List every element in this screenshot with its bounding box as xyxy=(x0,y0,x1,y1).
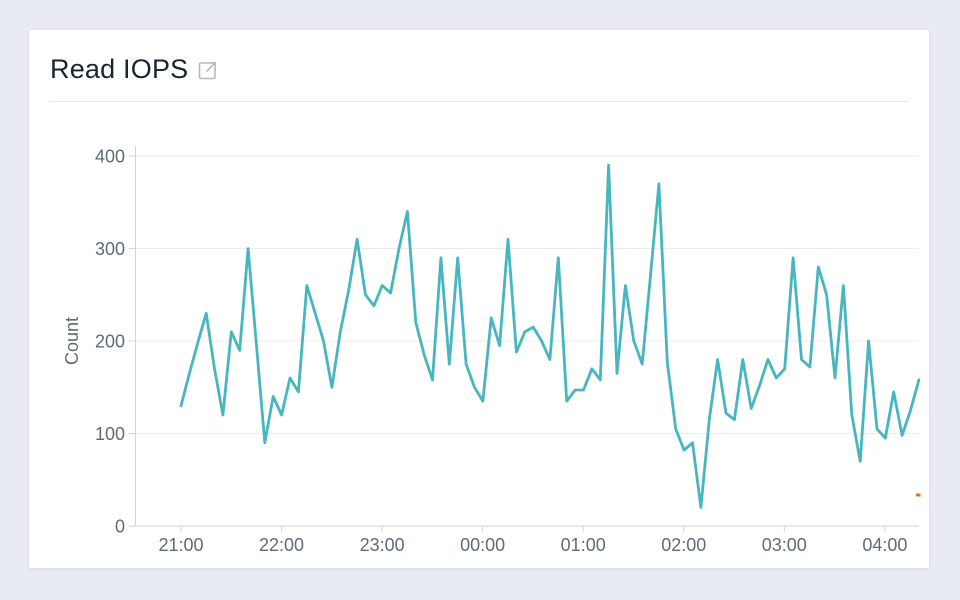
gridlines xyxy=(135,155,919,434)
read-iops-card: Read IOPS 0 100 200 300 400 21:00 22:00 23:00 0… xyxy=(29,30,929,568)
x-axis-ticks xyxy=(180,526,886,532)
y-tick-label: 0 xyxy=(115,517,125,537)
header-divider xyxy=(50,101,908,102)
external-link-icon[interactable] xyxy=(198,61,217,80)
x-axis-labels: 21:00 22:00 23:00 00:00 01:00 02:00 03:00 04:00 xyxy=(158,535,907,555)
orange-marker xyxy=(916,493,921,497)
y-axis-labels: 0 100 200 300 400 xyxy=(95,147,125,537)
read-iops-chart: 0 100 200 300 400 21:00 22:00 23:00 00:00 01:00 0… xyxy=(29,110,929,568)
y-axis-title: Count xyxy=(62,317,82,365)
x-tick-label: 04:00 xyxy=(862,535,907,555)
card-title: Read IOPS xyxy=(50,54,189,84)
x-tick-label: 22:00 xyxy=(259,535,304,555)
axes xyxy=(135,146,919,527)
y-tick-label: 100 xyxy=(95,424,125,444)
card-header: Read IOPS xyxy=(29,30,929,84)
y-tick-label: 300 xyxy=(95,239,125,259)
y-axis-ticks xyxy=(128,155,136,527)
x-tick-label: 02:00 xyxy=(661,535,706,555)
x-tick-label: 01:00 xyxy=(561,535,606,555)
y-tick-label: 200 xyxy=(95,332,125,352)
x-tick-label: 23:00 xyxy=(360,535,405,555)
read-iops-line xyxy=(179,163,921,509)
chart-canvas[interactable]: 0 100 200 300 400 21:00 22:00 23:00 00:00 01:00 0… xyxy=(29,110,929,568)
x-tick-label: 21:00 xyxy=(158,535,203,555)
x-tick-label: 03:00 xyxy=(762,535,807,555)
x-tick-label: 00:00 xyxy=(460,535,505,555)
y-tick-label: 400 xyxy=(95,147,125,167)
